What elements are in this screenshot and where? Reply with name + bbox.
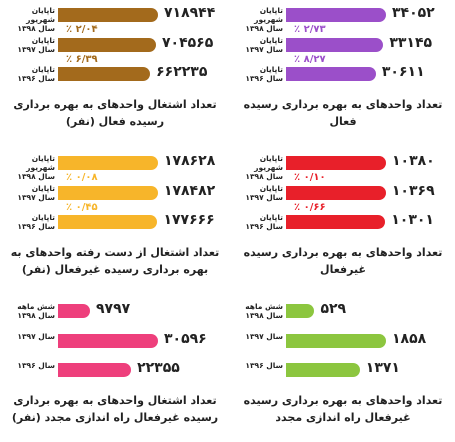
percent-change: ٪ ۰/۶۶ [294, 201, 326, 213]
panel-title: تعداد اشتغال واحدهای به بهره برداری رسید… [13, 98, 217, 128]
bar [286, 215, 386, 229]
bar [286, 304, 315, 318]
percent-change: ٪ ۰/۴۵ [66, 201, 98, 213]
value-label: ۳۳۱۴۵ [389, 35, 433, 51]
value-label: ۱۷۷۶۶۶ [163, 212, 215, 228]
panel-title: تعداد اشتغال واحدهای به بهره برداری رسید… [11, 394, 219, 424]
category-label: شش ماهه سال ۱۳۹۸ [17, 302, 55, 320]
category-label: تاپایان سال ۱۳۹۷ [17, 36, 55, 54]
value-label: ۷۰۴۵۶۵ [161, 35, 214, 51]
value-label: ۶۶۲۲۳۵ [156, 64, 208, 80]
category-label: شش ماهه سال ۱۳۹۸ [245, 302, 283, 320]
bar [58, 8, 158, 22]
panel-title: تعداد واحدهای به بهره برداری رسیده غیرفع… [243, 394, 443, 424]
percent-change: ٪ ۶/۳۹ [66, 53, 98, 65]
bar [58, 38, 156, 52]
value-label: ۱۸۵۸ [392, 331, 427, 347]
percent-change: ٪ ۰/۱۰ [294, 172, 326, 183]
bar [58, 334, 158, 348]
category-label: تاپایان شهریور سال ۱۳۹۸ [17, 154, 55, 181]
percent-change: ٪ ۲/۷۳ [294, 24, 326, 35]
bar [58, 186, 158, 200]
value-label: ۵۲۹ [320, 301, 347, 317]
bar [286, 156, 386, 170]
bar [58, 215, 158, 229]
value-label: ۹۷۹۷ [96, 301, 131, 317]
category-label: تاپایان شهریور سال ۱۳۹۸ [17, 6, 55, 33]
category-label: تاپایان شهریور سال ۱۳۹۸ [245, 154, 283, 181]
category-label: تاپایان سال ۱۳۹۶ [17, 65, 55, 83]
category-label: سال ۱۳۹۷ [17, 332, 55, 341]
value-label: ۱۷۸۶۲۸ [164, 153, 216, 169]
category-label: تاپایان سال ۱۳۹۷ [17, 184, 55, 202]
value-label: ۲۲۳۵۵ [137, 360, 180, 376]
category-label: سال ۱۳۹۶ [17, 361, 55, 370]
panel-title: تعداد واحدهای به بهره برداری رسیده فعال [243, 98, 443, 128]
category-label: سال ۱۳۹۶ [245, 361, 283, 370]
value-label: ۱۰۳۸۰ [392, 153, 435, 169]
bar [58, 304, 91, 318]
category-label: تاپایان شهریور سال ۱۳۹۸ [245, 6, 283, 33]
panel-title: تعداد اشتغال از دست رفته واحدهای به بهره… [10, 246, 220, 276]
value-label: ۱۰۳۰۱ [391, 212, 434, 228]
value-label: ۳۰۵۹۶ [164, 331, 207, 347]
value-label: ۷۱۸۹۴۴ [164, 5, 216, 21]
category-label: تاپایان سال ۱۳۹۷ [245, 36, 283, 54]
value-label: ۱۰۳۶۹ [391, 183, 435, 199]
value-label: ۱۷۸۴۸۲ [163, 183, 216, 199]
bar [58, 363, 132, 377]
value-label: ۳۴۰۵۲ [392, 5, 435, 21]
bar [286, 67, 376, 81]
category-label: تاپایان سال ۱۳۹۶ [245, 213, 283, 231]
percent-change: ٪ ۰/۰۸ [66, 172, 98, 183]
bar [58, 156, 158, 170]
percent-change: ٪ ۲/۰۴ [66, 24, 98, 35]
panel-title: تعداد واحدهای به بهره برداری رسیده غیرفع… [243, 246, 443, 276]
percent-change: ٪ ۸/۲۷ [294, 53, 326, 65]
bar [286, 8, 386, 22]
category-label: تاپایان سال ۱۳۹۶ [17, 213, 55, 231]
bar [286, 186, 386, 200]
bar [58, 67, 151, 81]
category-label: سال ۱۳۹۷ [245, 332, 283, 341]
category-label: تاپایان سال ۱۳۹۷ [245, 184, 283, 202]
bar [286, 334, 386, 348]
value-label: ۳۰۶۱۱ [381, 64, 425, 80]
bar [286, 38, 384, 52]
category-label: تاپایان سال ۱۳۹۶ [245, 65, 283, 83]
bar [286, 363, 360, 377]
value-label: ۱۳۷۱ [365, 360, 400, 376]
